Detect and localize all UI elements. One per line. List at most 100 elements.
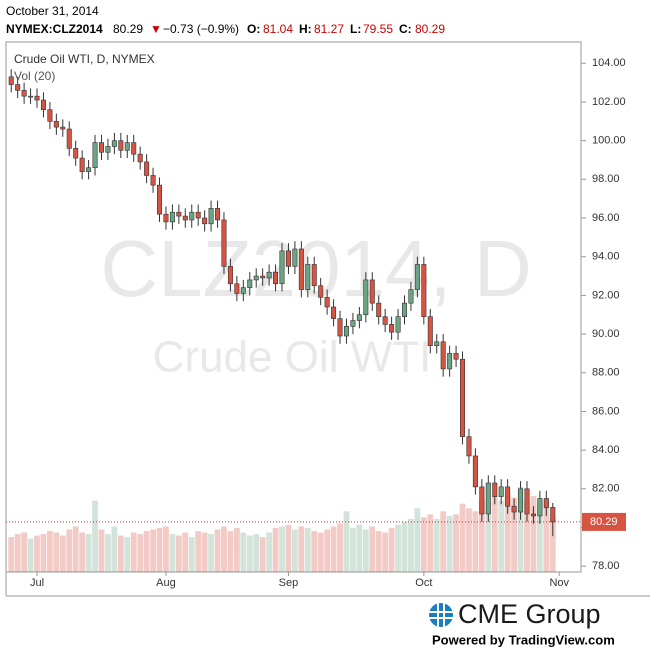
candles	[8, 69, 556, 537]
volume-bar	[188, 537, 195, 572]
plot-frame	[5, 41, 582, 573]
volume-bar	[408, 518, 414, 572]
x-tick-label: Jul	[30, 577, 44, 589]
candle-body	[460, 358, 466, 437]
volume-bar	[298, 526, 305, 572]
y-tick-label: 90.00	[592, 328, 620, 340]
volume-bar	[311, 531, 318, 572]
volume-bar	[259, 537, 266, 572]
volume-bar	[14, 534, 21, 572]
volume-bar	[233, 527, 240, 572]
volume-bar	[536, 503, 543, 572]
volume-bar	[446, 515, 453, 572]
volume-bar	[317, 532, 324, 572]
candle-body	[111, 140, 117, 147]
candle-body	[98, 142, 104, 153]
powered-by: Powered by TradingView.com	[432, 632, 615, 647]
volume-bar	[98, 529, 105, 572]
volume-bar	[369, 526, 376, 572]
volume-bar	[382, 532, 389, 572]
volume-bar	[453, 514, 459, 572]
candle-body	[395, 316, 401, 333]
volume-bar	[214, 529, 221, 572]
volume-bar	[330, 526, 337, 572]
volume-bar	[466, 508, 472, 572]
volume-bar	[182, 532, 189, 572]
volume-bar	[34, 535, 40, 572]
volume-bar	[240, 532, 247, 572]
candle-body	[505, 486, 511, 507]
volume-bar	[324, 529, 331, 572]
volume-bar	[92, 500, 98, 572]
volume-bar	[375, 531, 382, 572]
volume-bar	[66, 529, 73, 572]
candle-body	[537, 498, 543, 517]
volume-bar	[427, 514, 434, 572]
candle-body	[550, 507, 556, 523]
candle-body	[131, 142, 137, 155]
candle-body	[227, 266, 233, 285]
candle-body	[311, 264, 317, 287]
candle-body	[92, 142, 98, 169]
candle-body	[331, 306, 337, 319]
candle-body	[79, 157, 85, 172]
volume-bar	[53, 532, 60, 572]
volume-bar	[143, 531, 150, 572]
volume-bar	[285, 524, 292, 572]
volume-bar	[40, 534, 47, 572]
candle-body	[195, 211, 201, 219]
volume-bar	[156, 527, 163, 572]
chart-title: Crude Oil WTI, D, NYMEX	[14, 52, 155, 66]
h-label: H:	[299, 22, 312, 36]
candle-body	[247, 279, 253, 288]
volume-bar	[124, 537, 131, 572]
volume-bar	[530, 496, 537, 572]
volume-bar	[420, 517, 427, 572]
candle-body	[73, 148, 79, 159]
candle-body	[86, 167, 92, 172]
y-tick-label: 98.00	[592, 173, 620, 185]
volume-bar	[485, 502, 492, 572]
candle-body	[137, 153, 143, 163]
candle-body	[447, 353, 453, 370]
y-tick-label: 84.00	[592, 444, 620, 456]
candle-body	[466, 436, 472, 457]
volume-bar	[337, 523, 343, 572]
candle-body	[389, 324, 395, 333]
volume-bar	[111, 526, 118, 572]
volume-bar	[208, 534, 214, 572]
open-value: 81.04	[263, 22, 293, 36]
y-tick-label: 78.00	[592, 560, 620, 572]
candle-body	[169, 211, 175, 223]
volume-bar	[59, 535, 66, 572]
high-value: 81.27	[314, 22, 344, 36]
volume-bar	[388, 527, 395, 572]
candle-body	[176, 211, 182, 217]
volume-bar	[47, 531, 53, 572]
candle-body	[292, 248, 298, 267]
candle-body	[453, 353, 459, 360]
change: −0.73 (−0.9%)	[163, 22, 239, 36]
volume-bar	[362, 529, 369, 572]
volume-bar	[395, 524, 401, 572]
logo: CME Group	[458, 599, 601, 629]
candle-body	[40, 99, 46, 111]
candle-body	[118, 140, 124, 151]
y-tick-label: 82.00	[592, 483, 620, 495]
y-tick-label: 92.00	[592, 289, 620, 301]
last-price-box	[582, 512, 626, 531]
candle-body	[260, 275, 266, 279]
volume-bar	[478, 499, 485, 572]
volume-bar	[27, 538, 34, 572]
volume-bar	[459, 503, 466, 572]
candle-body	[363, 279, 369, 316]
candle-body	[408, 289, 414, 304]
ticks: 78.0080.0082.0084.0086.0088.0090.0092.00…	[6, 57, 626, 589]
volume-bar	[517, 487, 524, 572]
volume-bar	[117, 535, 124, 572]
candle-body	[543, 498, 549, 509]
candle-body	[485, 482, 491, 515]
candle-body	[15, 84, 21, 91]
y-tick-label: 88.00	[592, 367, 620, 379]
volume-bar	[350, 527, 356, 572]
